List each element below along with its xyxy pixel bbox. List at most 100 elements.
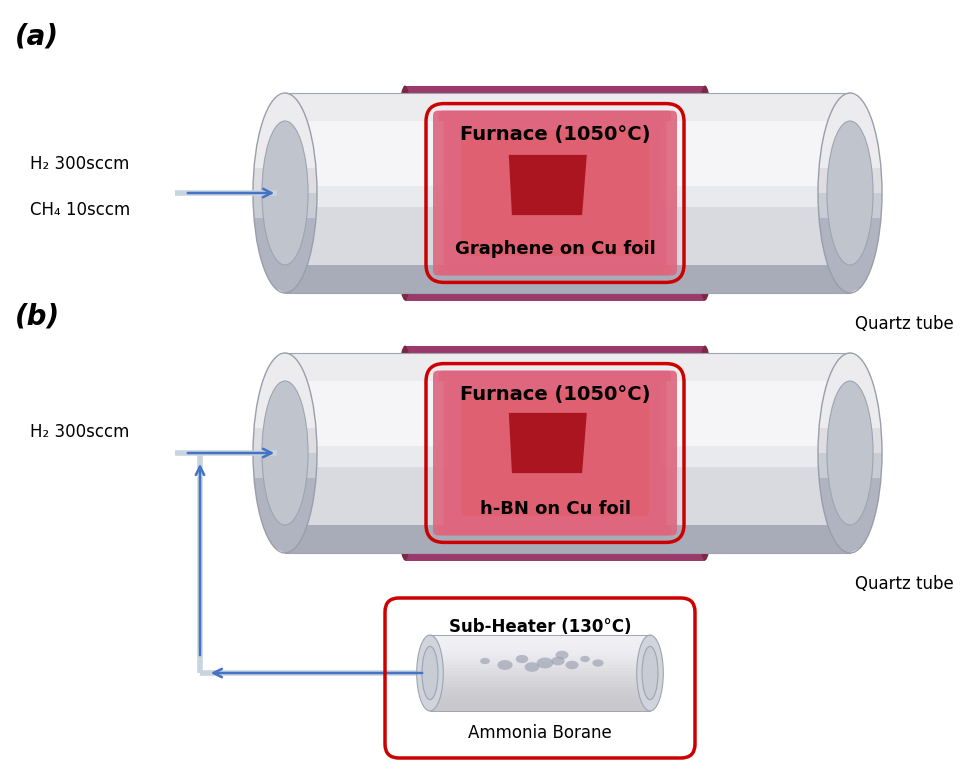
Polygon shape xyxy=(285,428,850,433)
Polygon shape xyxy=(268,363,302,368)
Polygon shape xyxy=(285,278,850,283)
FancyBboxPatch shape xyxy=(425,99,685,287)
Polygon shape xyxy=(831,533,869,538)
Polygon shape xyxy=(253,178,317,183)
Polygon shape xyxy=(819,423,881,428)
Polygon shape xyxy=(285,473,850,478)
FancyBboxPatch shape xyxy=(443,374,667,532)
Polygon shape xyxy=(285,508,850,513)
Polygon shape xyxy=(836,98,864,103)
Polygon shape xyxy=(285,431,850,438)
Polygon shape xyxy=(285,203,850,208)
Text: Quartz tube: Quartz tube xyxy=(855,575,954,593)
Polygon shape xyxy=(285,417,850,424)
Polygon shape xyxy=(271,358,299,363)
Polygon shape xyxy=(285,483,850,488)
Polygon shape xyxy=(430,705,650,708)
Polygon shape xyxy=(833,363,867,368)
Polygon shape xyxy=(254,468,317,473)
Polygon shape xyxy=(285,443,850,448)
Polygon shape xyxy=(253,203,317,208)
Polygon shape xyxy=(285,433,850,438)
Polygon shape xyxy=(840,288,860,293)
Polygon shape xyxy=(271,283,299,288)
Ellipse shape xyxy=(516,655,528,663)
Polygon shape xyxy=(255,418,316,423)
Polygon shape xyxy=(263,373,306,378)
Polygon shape xyxy=(285,438,850,443)
Polygon shape xyxy=(260,123,309,128)
Polygon shape xyxy=(260,253,311,258)
Polygon shape xyxy=(262,378,308,383)
Polygon shape xyxy=(256,408,314,413)
Polygon shape xyxy=(253,448,317,453)
Text: (b): (b) xyxy=(15,303,60,331)
Polygon shape xyxy=(285,463,850,468)
Polygon shape xyxy=(430,672,650,674)
Polygon shape xyxy=(430,641,650,644)
Polygon shape xyxy=(824,388,876,393)
Polygon shape xyxy=(285,207,850,215)
Polygon shape xyxy=(825,258,875,263)
Polygon shape xyxy=(262,263,308,268)
Polygon shape xyxy=(840,93,860,98)
Polygon shape xyxy=(285,193,850,198)
Polygon shape xyxy=(285,498,850,503)
Polygon shape xyxy=(820,413,880,418)
Polygon shape xyxy=(285,408,850,413)
Polygon shape xyxy=(255,223,316,228)
Polygon shape xyxy=(824,128,876,133)
Polygon shape xyxy=(818,178,882,183)
Polygon shape xyxy=(285,153,850,158)
Polygon shape xyxy=(255,228,315,233)
Polygon shape xyxy=(822,503,878,508)
Ellipse shape xyxy=(417,635,443,711)
Polygon shape xyxy=(256,233,314,238)
Polygon shape xyxy=(405,85,705,301)
Polygon shape xyxy=(253,438,317,443)
Polygon shape xyxy=(836,283,864,288)
Polygon shape xyxy=(255,488,315,493)
Polygon shape xyxy=(285,410,850,417)
Polygon shape xyxy=(254,218,316,223)
Polygon shape xyxy=(818,473,882,478)
Polygon shape xyxy=(285,244,850,251)
Polygon shape xyxy=(820,408,880,413)
Polygon shape xyxy=(253,188,317,193)
Polygon shape xyxy=(285,493,850,498)
Polygon shape xyxy=(285,453,850,458)
Text: CH₄ 10sccm: CH₄ 10sccm xyxy=(30,201,130,219)
Polygon shape xyxy=(285,468,850,473)
Polygon shape xyxy=(271,98,299,103)
Polygon shape xyxy=(254,473,316,478)
Polygon shape xyxy=(285,383,850,388)
Polygon shape xyxy=(268,103,302,108)
Polygon shape xyxy=(831,108,869,113)
Text: Quartz tube: Quartz tube xyxy=(855,315,954,333)
Polygon shape xyxy=(818,203,882,208)
Ellipse shape xyxy=(525,662,539,672)
Polygon shape xyxy=(285,548,850,553)
Polygon shape xyxy=(285,283,850,288)
Polygon shape xyxy=(285,118,850,123)
Polygon shape xyxy=(285,273,850,278)
Polygon shape xyxy=(430,708,650,711)
Polygon shape xyxy=(430,648,650,650)
Polygon shape xyxy=(265,368,304,373)
Polygon shape xyxy=(285,193,850,200)
Polygon shape xyxy=(285,236,850,244)
Polygon shape xyxy=(820,153,880,158)
Polygon shape xyxy=(285,402,850,410)
Polygon shape xyxy=(819,478,881,483)
Polygon shape xyxy=(260,518,309,523)
Polygon shape xyxy=(285,403,850,408)
Ellipse shape xyxy=(498,660,512,670)
Polygon shape xyxy=(285,251,850,258)
Polygon shape xyxy=(285,503,850,511)
Polygon shape xyxy=(285,148,850,153)
Polygon shape xyxy=(285,215,850,222)
Ellipse shape xyxy=(395,345,415,561)
Polygon shape xyxy=(285,363,850,368)
Text: Graphene on Cu foil: Graphene on Cu foil xyxy=(455,240,655,258)
Polygon shape xyxy=(260,383,309,388)
